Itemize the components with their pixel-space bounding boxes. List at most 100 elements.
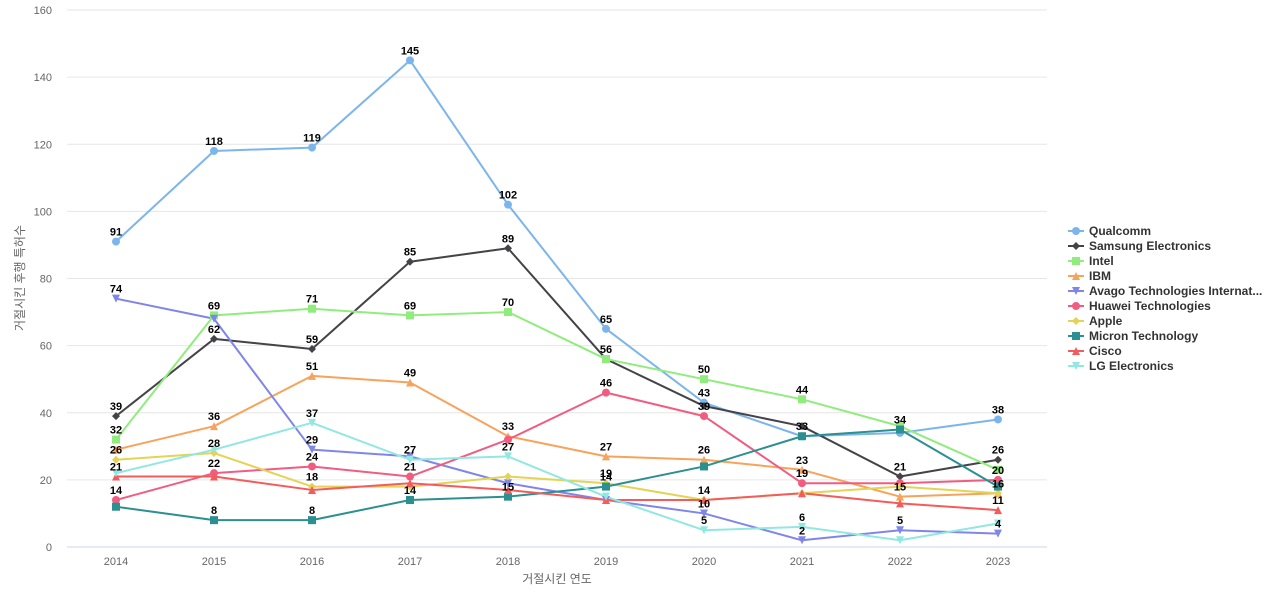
data-point bbox=[896, 472, 904, 481]
legend-item[interactable]: Qualcomm bbox=[1068, 224, 1151, 238]
y-tick-label: 160 bbox=[34, 5, 52, 17]
data-label: 39 bbox=[110, 401, 122, 413]
data-label: 46 bbox=[600, 378, 612, 390]
y-tick-label: 100 bbox=[34, 206, 52, 218]
data-label: 11 bbox=[992, 495, 1004, 507]
data-point bbox=[504, 435, 512, 444]
data-label: 23 bbox=[796, 455, 808, 467]
legend-item[interactable]: Intel bbox=[1068, 254, 1114, 268]
data-point bbox=[798, 395, 806, 404]
legend-item[interactable]: IBM bbox=[1068, 269, 1111, 283]
data-label: 5 bbox=[897, 515, 903, 527]
legend-swatch-marker bbox=[1072, 362, 1080, 370]
legend-item[interactable]: Avago Technologies Internat... bbox=[1068, 284, 1262, 298]
data-label: 119 bbox=[303, 133, 321, 145]
data-label: 8 bbox=[211, 505, 217, 517]
series-line bbox=[115, 307, 999, 471]
data-point bbox=[602, 324, 610, 333]
data-label: 62 bbox=[208, 324, 220, 336]
data-point bbox=[406, 479, 414, 488]
data-point bbox=[700, 375, 708, 384]
data-point bbox=[994, 465, 1002, 474]
data-label: 14 bbox=[698, 485, 711, 497]
series-markers bbox=[112, 56, 1002, 545]
data-point bbox=[210, 445, 218, 454]
legend-swatch-marker bbox=[1072, 272, 1080, 280]
legend-label: Micron Technology bbox=[1089, 329, 1198, 343]
legend-item[interactable]: Micron Technology bbox=[1068, 329, 1198, 343]
data-point bbox=[112, 294, 120, 303]
x-tick-label: 2015 bbox=[202, 556, 226, 568]
data-point bbox=[896, 425, 904, 434]
data-label: 2 bbox=[799, 525, 805, 537]
legend-swatch-marker bbox=[1072, 257, 1080, 265]
data-point bbox=[308, 344, 316, 353]
data-label: 27 bbox=[404, 445, 416, 457]
data-point bbox=[798, 536, 806, 545]
data-point bbox=[994, 529, 1002, 538]
data-label: 29 bbox=[306, 435, 318, 447]
legend-label: Qualcomm bbox=[1089, 224, 1151, 238]
legend-swatch-marker bbox=[1072, 302, 1080, 310]
data-label: 43 bbox=[698, 388, 710, 400]
data-label: 22 bbox=[208, 458, 220, 470]
data-label: 14 bbox=[110, 485, 123, 497]
legend-label: Cisco bbox=[1089, 344, 1122, 358]
data-point bbox=[700, 462, 708, 471]
data-point bbox=[308, 418, 316, 427]
data-label: 34 bbox=[894, 415, 907, 427]
data-point bbox=[308, 516, 316, 525]
data-point bbox=[700, 509, 708, 518]
data-label: 15 bbox=[502, 482, 514, 494]
data-point bbox=[406, 496, 414, 505]
data-label: 65 bbox=[600, 314, 612, 326]
data-label: 44 bbox=[796, 384, 809, 396]
data-point bbox=[896, 482, 904, 491]
data-label: 145 bbox=[401, 45, 419, 57]
legend-item[interactable]: Cisco bbox=[1068, 344, 1122, 358]
data-point bbox=[896, 526, 904, 535]
data-label: 27 bbox=[502, 441, 514, 453]
data-label: 26 bbox=[992, 445, 1004, 457]
data-label: 89 bbox=[502, 233, 514, 245]
legend-swatch-marker bbox=[1072, 227, 1080, 235]
data-point bbox=[994, 415, 1002, 424]
grid-lines bbox=[67, 9, 1047, 548]
legend-item[interactable]: Samsung Electronics bbox=[1068, 239, 1211, 253]
legend-swatch-marker bbox=[1072, 332, 1080, 340]
x-tick-label: 2017 bbox=[398, 556, 422, 568]
data-point bbox=[896, 499, 904, 508]
data-point bbox=[210, 516, 218, 525]
series-line bbox=[115, 59, 999, 438]
legend-item[interactable]: Huawei Technologies bbox=[1068, 299, 1211, 313]
y-tick-label: 60 bbox=[40, 341, 52, 353]
data-point bbox=[798, 479, 806, 488]
data-label: 38 bbox=[992, 404, 1004, 416]
data-label: 15 bbox=[894, 482, 906, 494]
data-point bbox=[406, 455, 414, 464]
data-label: 51 bbox=[306, 361, 318, 373]
data-point bbox=[112, 469, 120, 478]
legend-item[interactable]: Apple bbox=[1068, 314, 1123, 328]
data-point bbox=[504, 492, 512, 501]
x-tick-label: 2019 bbox=[594, 556, 618, 568]
data-point bbox=[994, 482, 1002, 491]
data-label: 56 bbox=[600, 344, 612, 356]
y-tick-label: 120 bbox=[34, 139, 52, 151]
data-point bbox=[896, 492, 904, 501]
legend-item[interactable]: LG Electronics bbox=[1068, 359, 1174, 373]
legend-label: IBM bbox=[1089, 269, 1111, 283]
y-tick-label: 40 bbox=[40, 408, 52, 420]
data-label: 18 bbox=[306, 472, 318, 484]
legend-swatch-marker bbox=[1072, 287, 1080, 295]
data-label: 69 bbox=[208, 300, 220, 312]
data-label: 91 bbox=[110, 227, 122, 239]
data-point bbox=[504, 452, 512, 461]
y-tick-label: 0 bbox=[46, 542, 52, 554]
data-point bbox=[994, 519, 1002, 528]
data-label: 10 bbox=[698, 498, 710, 510]
data-point bbox=[504, 200, 512, 209]
data-point bbox=[308, 445, 316, 454]
